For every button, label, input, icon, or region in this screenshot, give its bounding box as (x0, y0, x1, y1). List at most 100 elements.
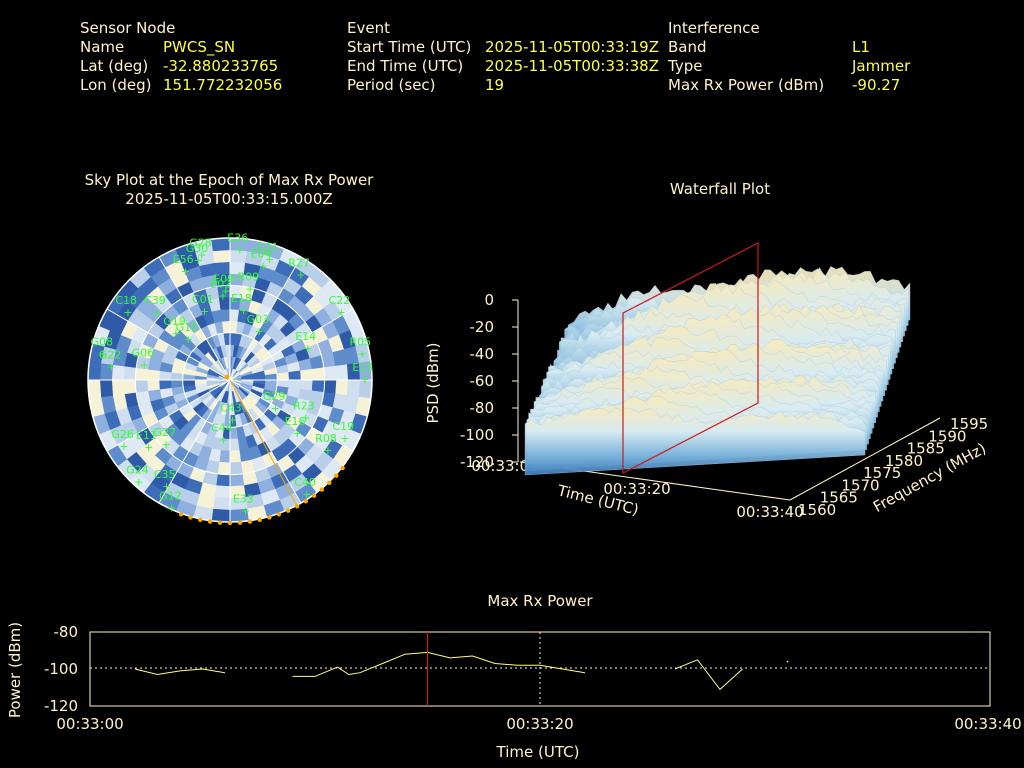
skyplot-cell (123, 379, 137, 395)
satellite-label: G24 (126, 464, 149, 477)
satellite-g26: G26+ (111, 428, 134, 453)
satellite-marker: + (255, 325, 264, 338)
satellite-marker: + (181, 265, 190, 278)
satellite-marker: + (171, 327, 180, 340)
skyplot-cell (222, 320, 231, 334)
satellite-marker: + (162, 480, 171, 493)
satellite-marker: + (219, 433, 228, 446)
interference-type-label: Type (668, 57, 703, 75)
satellite-c01: C01+ (192, 293, 214, 318)
skyplot-cell (288, 370, 302, 381)
satellite-r27: R27+ (288, 256, 310, 281)
satellite-marker: + (265, 253, 274, 266)
skyplot: E36+G28+G30+C21+E04+ R27+E56+ R09+E02+E09+… (87, 231, 373, 526)
skyplot-edge-marker (303, 499, 308, 504)
satellite-g28: G28+ (189, 236, 212, 261)
satellite-label: E33 (233, 492, 254, 505)
skyplot-cell (99, 379, 113, 398)
satellite-g27: G27+ (154, 426, 177, 451)
satellite-g19: G19+ (163, 315, 186, 340)
satellite-marker: + (123, 306, 132, 319)
satellite-marker: + (194, 254, 203, 267)
satellite-g29: G29+ (263, 390, 286, 415)
sensor-lon-value: 151.772232056 (163, 76, 283, 94)
sensor-name-label: Name (80, 38, 125, 56)
event-period-value: 19 (485, 76, 505, 94)
satellite-marker: + (241, 504, 250, 517)
satellite-g30: G30+ (186, 242, 209, 267)
satellite-label: E04 (251, 248, 272, 261)
satellite-c19: C19+ (332, 420, 354, 445)
satellite-r08: R08+ (315, 432, 337, 457)
power-line-segment (134, 668, 226, 676)
waterfall-z-tick-label: -100 (460, 426, 494, 444)
satellite-marker: + (303, 342, 312, 355)
satellite-c35: C35+ (154, 468, 176, 493)
sensor-name-value: PWCS_SN (163, 38, 236, 56)
satellite-label: G28 (189, 236, 212, 249)
satellite-marker: + (119, 440, 128, 453)
satellite-label: C39 (144, 294, 166, 307)
satellite-label: C40 (294, 476, 316, 489)
waterfall-y-tick-label: 1570 (841, 476, 879, 494)
satellite-marker: + (218, 289, 227, 302)
satellite-label: G27 (154, 426, 177, 439)
skyplot-cell (335, 379, 349, 396)
satellite-e14: E14+ (295, 330, 316, 355)
satellite-label: E18 (231, 292, 252, 305)
satellite-e18: E18+ (231, 292, 252, 317)
sensor-lat-label: Lat (deg) (80, 57, 149, 75)
waterfall-z-tick-label: -120 (460, 453, 494, 471)
satellite-g22: G22+ (99, 349, 122, 374)
satellite-c40: C40+ (294, 476, 316, 501)
skyplot-cell (229, 461, 243, 475)
satellite-label: G22 (99, 349, 122, 362)
skyplot-cell (347, 379, 361, 398)
waterfall-z-tick-label: -60 (470, 372, 495, 390)
skyplot-cell (229, 438, 240, 452)
satellite-marker: + (197, 248, 206, 261)
skyplot-cell (311, 367, 325, 381)
satellite-g15: G15+ (176, 321, 199, 346)
waterfall-y-axis (789, 417, 941, 501)
interference-band-label: Band (668, 38, 707, 56)
interference-band-value: L1 (852, 38, 870, 56)
satellite-e36: E36+ (227, 231, 248, 256)
satellite-marker: + (134, 476, 143, 489)
skyplot-heatmap (88, 238, 372, 522)
satellite-c18: C18+ (115, 294, 137, 319)
interference-power-value: -90.27 (852, 76, 901, 94)
skyplot-edge-marker (247, 519, 253, 524)
satellite-e09: E09+ (213, 272, 234, 297)
satellite-c21: C21+ (257, 241, 279, 266)
satellite-c44: C44+ (211, 421, 233, 446)
satellite-marker: + (184, 333, 193, 346)
waterfall-x-tick-label: 00:33:40 (736, 503, 803, 521)
skyplot-edge-marker (276, 512, 282, 517)
satellite-label: C21 (257, 241, 279, 254)
satellite-label: E11 (136, 429, 157, 442)
satellite-r05: R05+ (350, 335, 372, 360)
skyplot-cell (158, 379, 172, 390)
satellite-label: G03 (247, 313, 270, 326)
skyplot-cell (212, 249, 231, 263)
satellite-r09: R09+ (238, 271, 260, 296)
satellite-marker: + (293, 427, 302, 440)
satellite-marker: + (167, 501, 176, 514)
skyplot-cell (358, 361, 372, 381)
satellite-marker: + (235, 243, 244, 256)
satellite-r23: R23+ (293, 400, 315, 425)
power-ylabel: Power (dBm) (6, 622, 24, 718)
skyplot-cell (212, 497, 231, 511)
skyplot-cell (146, 368, 160, 381)
satellite-label: G08 (90, 335, 113, 348)
skyplot-edge-marker (188, 515, 193, 520)
power-series (134, 651, 789, 691)
waterfall-surface (524, 266, 911, 476)
skyplot-cell (135, 379, 149, 393)
satellite-marker: + (221, 284, 230, 297)
satellite-label: C18 (115, 294, 137, 307)
skyplot-edge-marker (285, 508, 291, 513)
skyplot-edge-marker (340, 465, 345, 471)
